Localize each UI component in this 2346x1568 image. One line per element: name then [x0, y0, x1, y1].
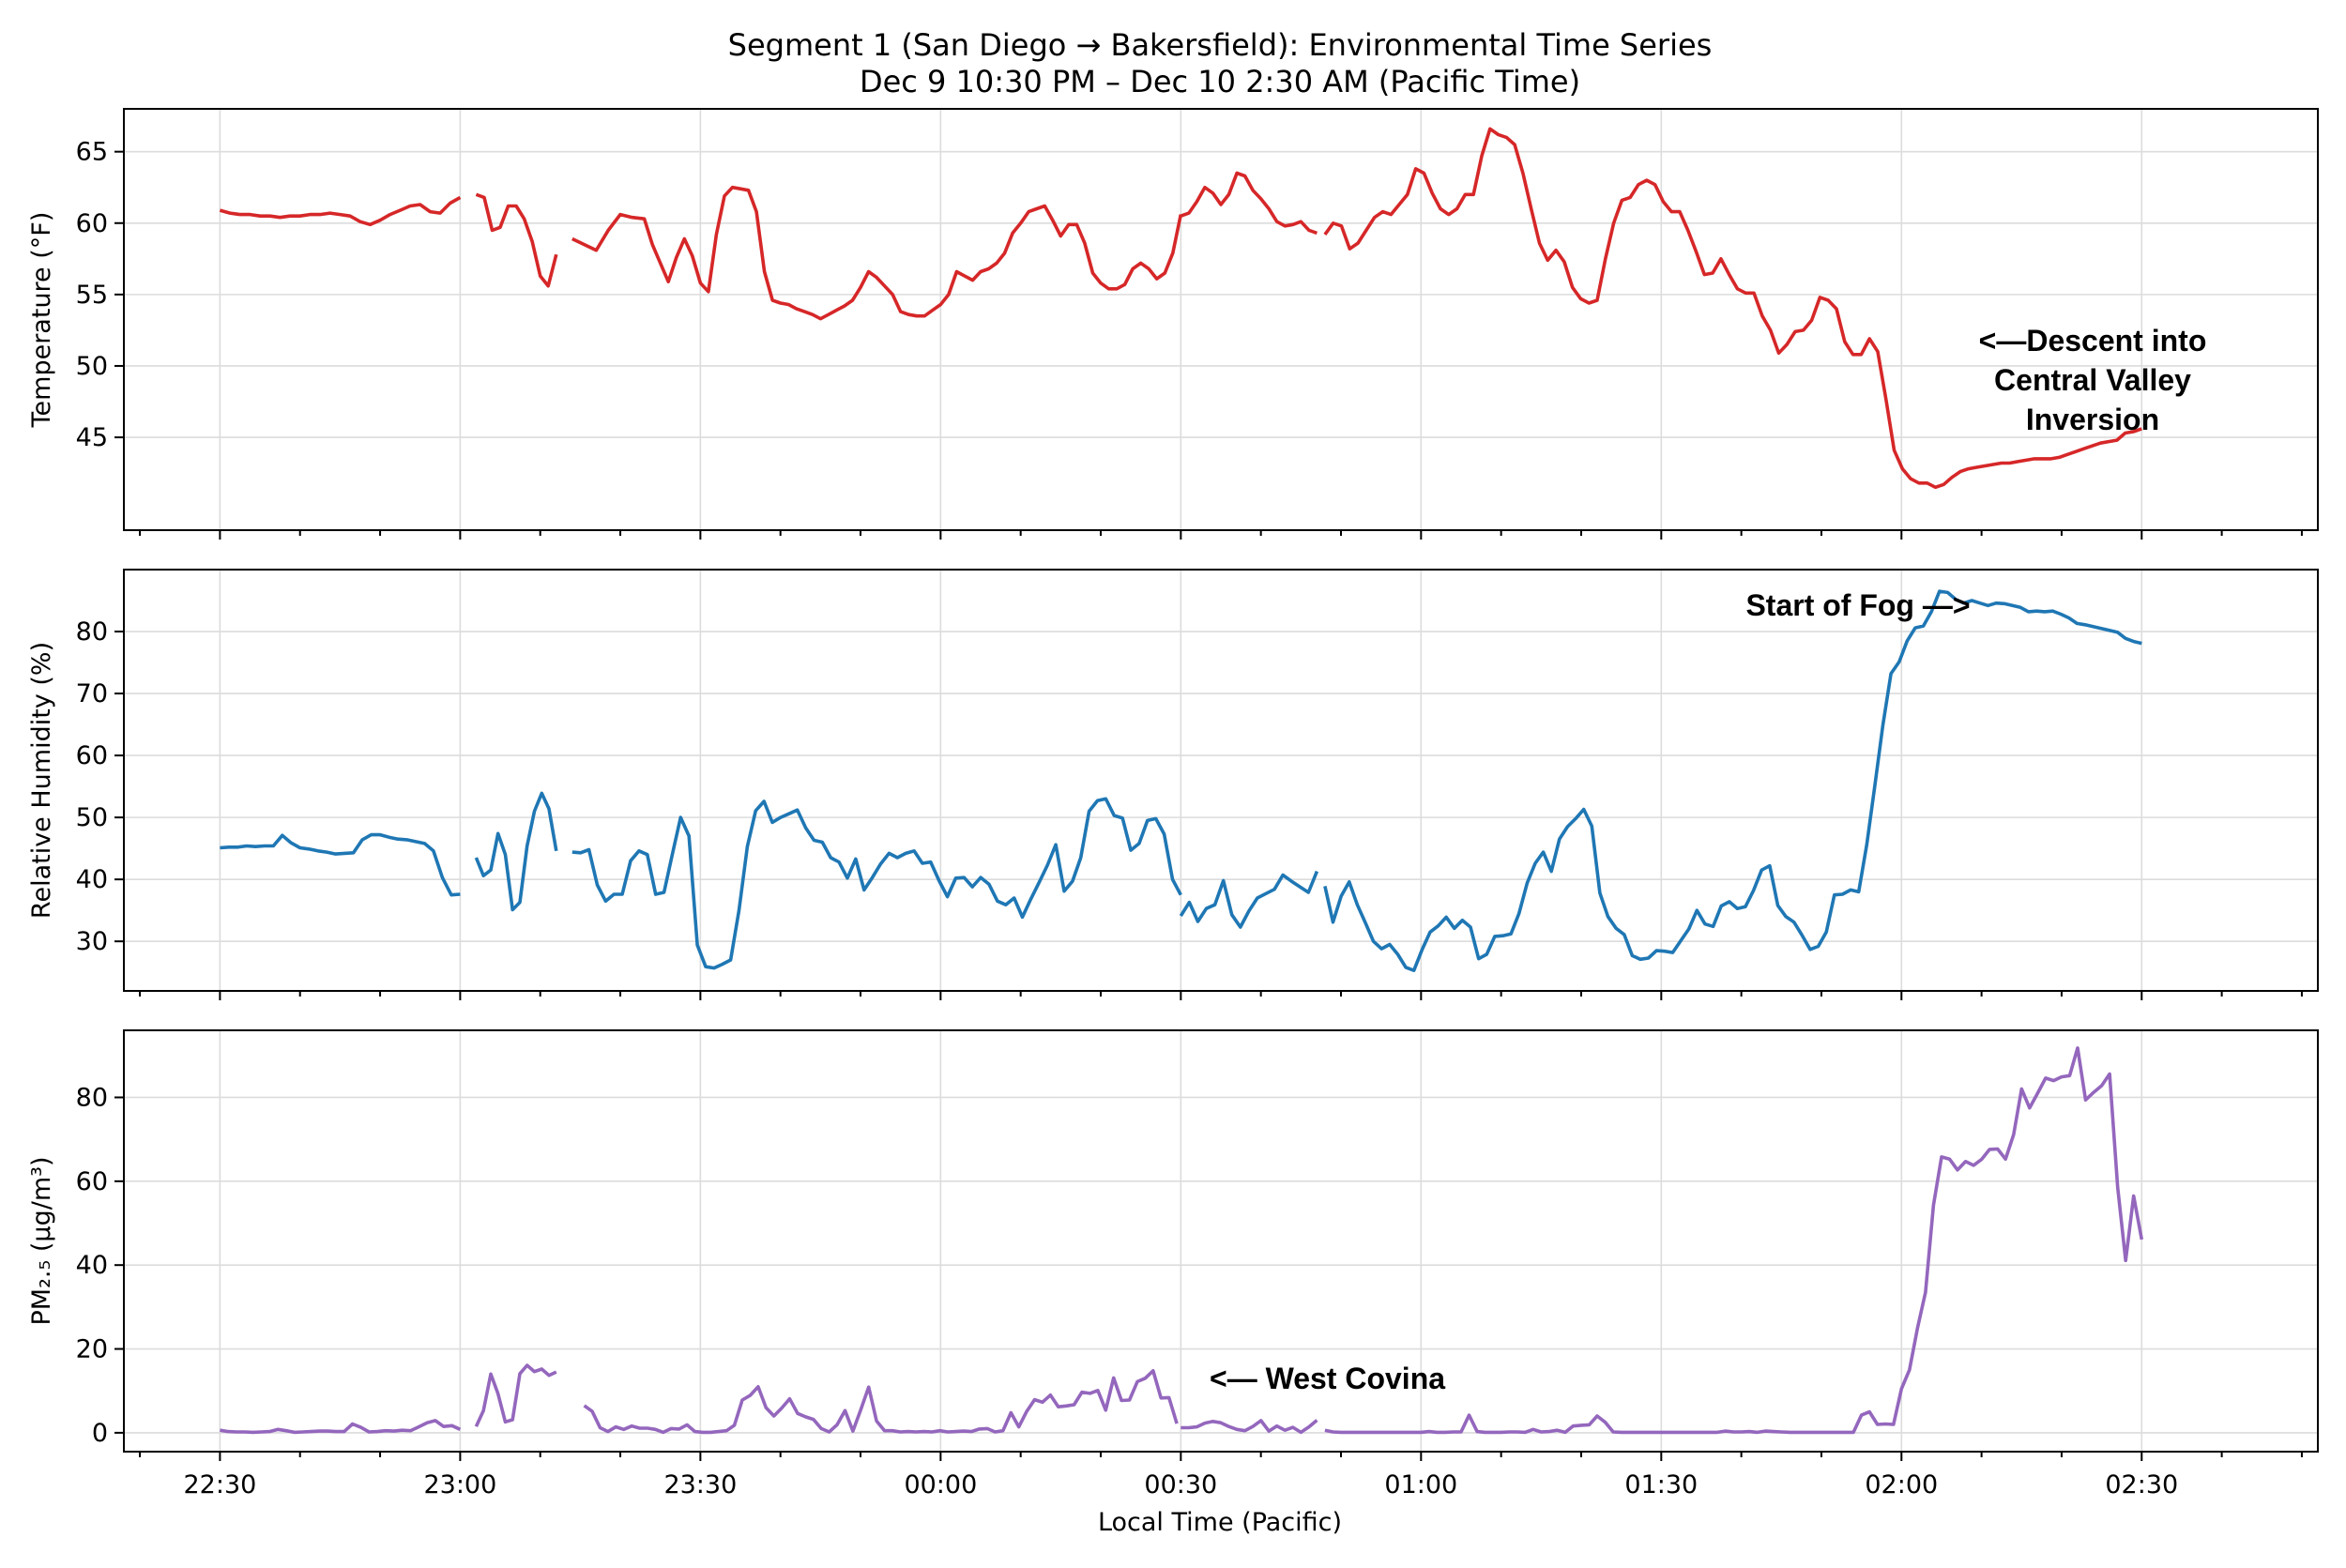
y-tick-label: 80 [76, 1083, 108, 1112]
annotation-humidity: Start of Fog —> [1745, 588, 1970, 622]
y-tick-label: 60 [76, 1167, 108, 1196]
y-tick-label: 80 [76, 617, 108, 647]
series-segment [1179, 870, 1319, 929]
series-segment [583, 1369, 1179, 1435]
annotation-pm25: <— West Covina [1210, 1362, 1445, 1395]
panel-temperature: 45 50 55 60 65 Temperature (°F) <—Descent into… [27, 108, 2319, 540]
x-axis-label: Local Time (Pacific) [1098, 1508, 1342, 1537]
y-tick-label: 45 [76, 423, 108, 452]
series-segment [220, 832, 461, 897]
annotation-line: Start of Fog —> [1745, 588, 1970, 622]
panel-frame [123, 1029, 2319, 1453]
panel-humidity: 30 40 50 60 70 80 Relative Humidity (%) Start o… [27, 569, 2319, 1000]
chart-title: Segment 1 (San Diego → Bakersfield): Env… [728, 27, 1713, 63]
y-tick-label: 60 [76, 741, 108, 770]
series-segment [1180, 171, 1318, 236]
y-tick-label: 20 [76, 1335, 108, 1364]
chart-subtitle: Dec 9 10:30 PM – Dec 10 2:30 AM (Pacific… [860, 64, 1580, 99]
y-axis-label: PM₂.₅ (µg/m³) [27, 1157, 56, 1326]
panel-frame [123, 569, 2319, 992]
annotation-line: <— West Covina [1210, 1362, 1445, 1395]
panels: 45 50 55 60 65 Temperature (°F) <—Descent into… [27, 108, 2319, 1499]
y-tick-label: 0 [92, 1419, 108, 1448]
y-tick-label: 70 [76, 679, 108, 708]
y-tick-label: 55 [76, 281, 108, 310]
x-tick-label: 00:30 [1144, 1470, 1217, 1499]
annotation-line: <—Descent into [1979, 324, 2207, 358]
y-tick-label: 65 [76, 138, 108, 167]
y-tick-label: 40 [76, 865, 108, 894]
x-tick-label: 02:00 [1865, 1470, 1938, 1499]
annotation-line: Central Valley [1994, 363, 2191, 397]
series-pm25 [220, 1046, 2144, 1435]
series-temperature [219, 127, 2142, 490]
y-tick-label: 60 [76, 209, 108, 238]
panel-frame [123, 108, 2319, 531]
x-tick-label: 01:30 [1624, 1470, 1698, 1499]
series-segment [571, 797, 1182, 970]
x-tick-label: 02:30 [2105, 1470, 2178, 1499]
x-tick-label: 23:00 [423, 1470, 496, 1499]
panel-pm25: 22:30 23:00 23:30 00:00 00:30 01:00 01:30 02:00… [27, 1029, 2319, 1499]
y-tick-label: 40 [76, 1251, 108, 1280]
x-tick-label: 23:30 [663, 1470, 737, 1499]
series-segment [475, 192, 558, 288]
series-segment [1181, 1419, 1318, 1435]
x-tick-label: 00:00 [904, 1470, 977, 1499]
series-segment [1324, 1046, 2144, 1435]
y-tick-label: 50 [76, 803, 108, 832]
annotation-temperature: <—Descent into Central Valley Inversion [1979, 324, 2207, 436]
y-axis-label: Temperature (°F) [27, 212, 56, 429]
annotation-line: Inversion [2026, 403, 2159, 436]
series-segment [474, 791, 558, 912]
y-axis-label: Relative Humidity (%) [27, 642, 56, 919]
series-segment [220, 1419, 462, 1435]
y-tick-label: 50 [76, 352, 108, 381]
series-segment [219, 195, 462, 227]
series-segment [1323, 589, 2142, 972]
x-tick-label: 01:00 [1384, 1470, 1457, 1499]
series-humidity [220, 589, 2142, 972]
series-segment [474, 1363, 557, 1427]
series-segment [571, 185, 1183, 321]
series-segment [1323, 127, 2142, 490]
x-tick-label: 22:30 [183, 1470, 256, 1499]
y-tick-label: 30 [76, 927, 108, 956]
